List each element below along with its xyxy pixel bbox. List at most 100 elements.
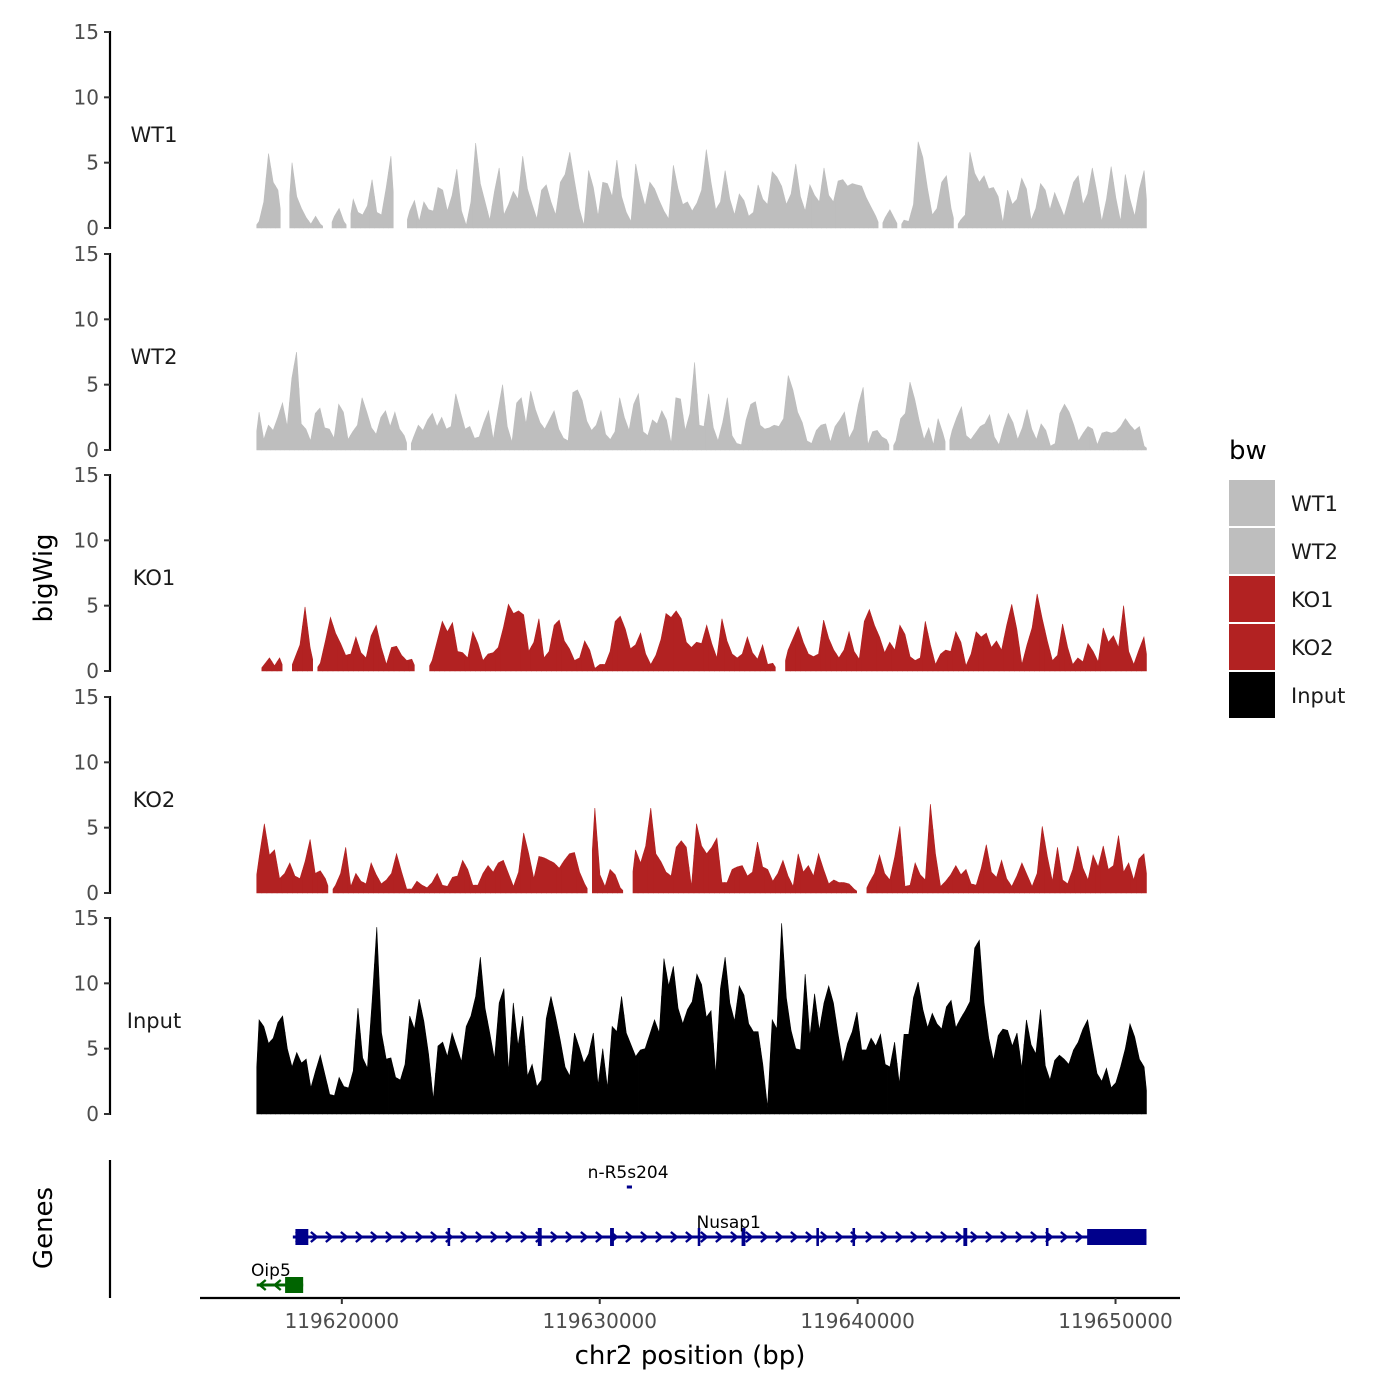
strand-arrow	[355, 1231, 364, 1243]
coverage-bin	[1117, 1057, 1124, 1115]
coverage-bin	[642, 643, 649, 672]
coverage-bin	[602, 657, 608, 672]
coverage-bin	[510, 607, 517, 672]
coverage-bin	[991, 425, 997, 451]
strand-arrow	[550, 1231, 559, 1243]
coverage-bin	[293, 351, 300, 451]
coverage-bin	[968, 435, 974, 451]
coverage-bin	[744, 870, 751, 894]
coverage-bin	[581, 877, 588, 894]
coverage-bin	[656, 194, 662, 229]
coverage-bin	[670, 165, 677, 229]
coverage-bin	[415, 424, 421, 451]
coverage-bin	[1015, 430, 1021, 451]
coverage-bin	[475, 637, 481, 672]
coverage-bin	[617, 397, 623, 451]
coverage-bin	[256, 412, 262, 451]
coverage-bin	[832, 422, 838, 451]
coverage-bin	[1044, 841, 1051, 894]
exon	[537, 1228, 542, 1246]
coverage-bin	[345, 425, 351, 451]
coverage-bin	[830, 191, 837, 229]
coverage-bin	[1105, 634, 1112, 672]
y-tick-label: 0	[86, 659, 99, 683]
coverage-bin	[825, 629, 832, 672]
coverage-bin	[275, 1018, 281, 1115]
coverage-bin	[633, 163, 639, 229]
y-tick-label: 5	[86, 373, 99, 397]
coverage-bin	[532, 400, 539, 451]
coverage-bin	[256, 1019, 262, 1115]
coverage-bin	[623, 204, 629, 229]
coverage-bin	[698, 834, 705, 894]
coverage-bin	[597, 841, 603, 894]
coverage-bin	[607, 868, 613, 894]
coverage-bin	[510, 879, 517, 894]
exon	[295, 1229, 309, 1245]
coverage-bin	[284, 1032, 290, 1115]
coverage-bin	[821, 994, 827, 1115]
coverage-bin	[720, 410, 726, 451]
coverage-bin	[546, 858, 552, 894]
coverage-bin	[477, 163, 484, 229]
coverage-bin	[815, 852, 822, 894]
coverage-bin	[897, 415, 904, 451]
coverage-bin	[536, 856, 542, 894]
strand-arrow	[790, 1231, 799, 1243]
coverage-bin	[783, 195, 789, 229]
coverage-bin	[976, 177, 983, 229]
y-tick-label: 0	[86, 881, 99, 905]
strand-arrow	[520, 1231, 529, 1243]
coverage-bin	[741, 990, 747, 1115]
coverage-bin	[276, 657, 283, 672]
coverage-bin	[1033, 195, 1039, 229]
strand-arrow	[835, 1231, 844, 1243]
coverage-bin	[495, 397, 501, 451]
coverage-bin	[887, 1054, 893, 1115]
coverage-bin	[321, 417, 328, 451]
coverage-bin	[794, 400, 801, 451]
coverage-bin	[1089, 1033, 1095, 1115]
exon	[1045, 1228, 1049, 1246]
coverage-bin	[901, 1033, 907, 1115]
coverage-bin	[360, 1032, 366, 1115]
coverage-bin	[675, 176, 681, 229]
coverage-bin	[485, 409, 492, 451]
coverage-bin	[757, 413, 763, 451]
coverage-bin	[383, 655, 390, 672]
coverage-bin	[546, 638, 552, 672]
coverage-bin	[1104, 431, 1110, 451]
coverage-bin	[414, 880, 420, 894]
coverage-bin	[869, 430, 876, 451]
coverage-bin	[1127, 1022, 1133, 1115]
coverage-bin	[1052, 428, 1058, 451]
coverage-bin	[487, 205, 493, 229]
coverage-bin	[736, 984, 742, 1115]
coverage-bin	[932, 654, 939, 672]
coverage-bin	[802, 197, 808, 229]
track-ko1: 0 5 10 15 KO1	[74, 463, 1147, 683]
coverage-bin	[764, 188, 771, 229]
coverage-bin	[373, 624, 380, 672]
strand-arrow	[580, 1231, 589, 1243]
coverage-bin	[407, 205, 413, 229]
strand-arrow	[925, 1231, 934, 1243]
coverage-bin	[505, 1030, 512, 1115]
coverage-bin	[261, 425, 267, 451]
coverage-bin	[623, 1014, 629, 1115]
coverage-bin	[317, 1054, 323, 1115]
coverage-bin	[1085, 642, 1091, 672]
coverage-bin	[947, 868, 954, 894]
coverage-bin	[1115, 626, 1122, 672]
coverage-bin	[694, 973, 700, 1115]
coverage-bin	[354, 411, 361, 451]
coverage-bin	[434, 419, 440, 451]
coverage-bin	[421, 201, 427, 229]
coverage-bin	[286, 862, 293, 894]
coverage-bin	[308, 1073, 314, 1115]
coverage-bin	[1099, 207, 1105, 229]
coverage-bin	[341, 214, 347, 229]
coverage-bin	[331, 1086, 338, 1115]
coverage-bin	[734, 865, 741, 894]
strand-arrow	[505, 1231, 514, 1243]
